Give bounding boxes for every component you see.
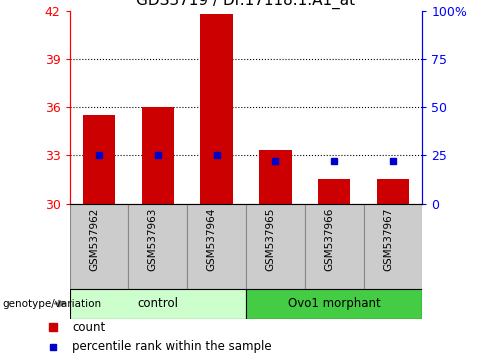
Text: control: control (137, 297, 178, 310)
Text: genotype/variation: genotype/variation (2, 298, 102, 309)
Text: GSM537967: GSM537967 (383, 208, 393, 271)
Bar (259, 150, 291, 204)
Bar (187, 204, 246, 289)
Text: GSM537965: GSM537965 (265, 208, 276, 271)
Text: count: count (72, 321, 105, 334)
Text: percentile rank within the sample: percentile rank within the sample (72, 341, 272, 353)
Bar (201, 14, 233, 204)
Bar (83, 115, 115, 204)
Text: GSM537964: GSM537964 (206, 208, 216, 271)
Text: GSM537962: GSM537962 (89, 208, 99, 271)
Bar (70, 204, 128, 289)
Bar (142, 107, 174, 204)
Text: Ovo1 morphant: Ovo1 morphant (288, 297, 381, 310)
Bar (246, 289, 422, 319)
Bar (318, 179, 350, 204)
Text: GSM537963: GSM537963 (148, 208, 158, 271)
Text: GSM537966: GSM537966 (324, 208, 334, 271)
Bar (364, 204, 422, 289)
Bar (246, 204, 305, 289)
Bar (128, 204, 187, 289)
Title: GDS3719 / Dr.17118.1.A1_at: GDS3719 / Dr.17118.1.A1_at (136, 0, 356, 9)
Bar (305, 204, 364, 289)
Bar (70, 289, 246, 319)
Bar (377, 179, 409, 204)
